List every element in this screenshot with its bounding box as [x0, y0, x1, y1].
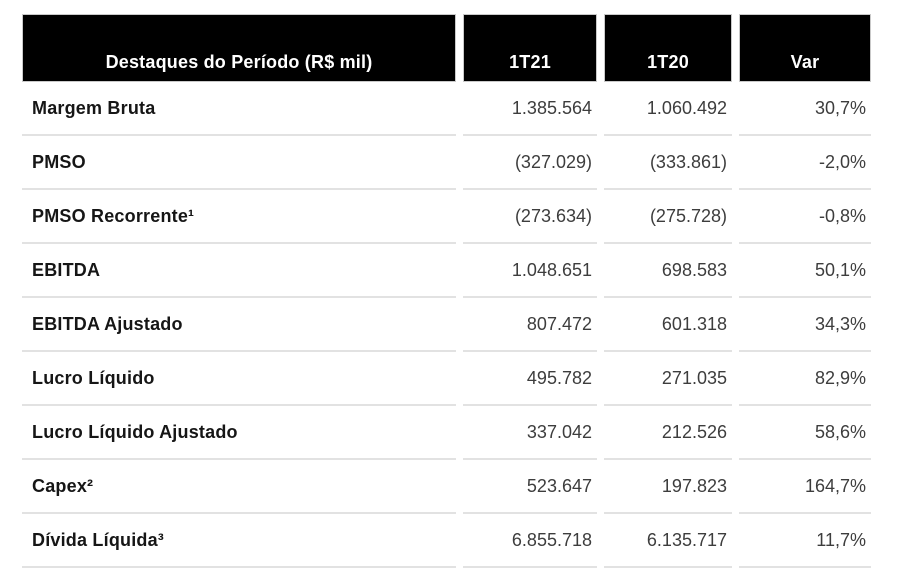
row-label: EBITDA: [22, 244, 456, 298]
table-row-ebitda-ajustado: EBITDA Ajustado 807.472 601.318 34,3%: [22, 298, 871, 352]
table-row-divida-liquida: Dívida Líquida³ 6.855.718 6.135.717 11,7…: [22, 514, 871, 568]
value-1t20: 6.135.717: [604, 514, 732, 568]
row-label: Margem Bruta: [22, 82, 456, 136]
value-var: 82,9%: [739, 352, 871, 406]
header-1t21: 1T21: [463, 14, 597, 82]
header-1t20: 1T20: [604, 14, 732, 82]
destaques-table: Destaques do Período (R$ mil) 1T21 1T20 …: [15, 14, 878, 568]
value-1t20: 197.823: [604, 460, 732, 514]
table-row-pmso: PMSO (327.029) (333.861) -2,0%: [22, 136, 871, 190]
row-label: PMSO Recorrente¹: [22, 190, 456, 244]
value-1t21: 1.385.564: [463, 82, 597, 136]
value-1t21: (327.029): [463, 136, 597, 190]
value-var: -2,0%: [739, 136, 871, 190]
header-row: Destaques do Período (R$ mil) 1T21 1T20 …: [22, 14, 871, 82]
row-label: PMSO: [22, 136, 456, 190]
value-1t21: 495.782: [463, 352, 597, 406]
value-1t20: (333.861): [604, 136, 732, 190]
table-row-ebitda: EBITDA 1.048.651 698.583 50,1%: [22, 244, 871, 298]
table-row-capex: Capex² 523.647 197.823 164,7%: [22, 460, 871, 514]
value-1t20: 698.583: [604, 244, 732, 298]
row-label: Dívida Líquida³: [22, 514, 456, 568]
value-var: -0,8%: [739, 190, 871, 244]
table-row-pmso-recorrente: PMSO Recorrente¹ (273.634) (275.728) -0,…: [22, 190, 871, 244]
table-row-lucro-liquido-ajustado: Lucro Líquido Ajustado 337.042 212.526 5…: [22, 406, 871, 460]
value-var: 50,1%: [739, 244, 871, 298]
header-title-cell: Destaques do Período (R$ mil): [22, 14, 456, 82]
table-body: Margem Bruta 1.385.564 1.060.492 30,7% P…: [22, 82, 871, 568]
value-1t20: 271.035: [604, 352, 732, 406]
value-1t20: 1.060.492: [604, 82, 732, 136]
row-label: Capex²: [22, 460, 456, 514]
value-1t20: 601.318: [604, 298, 732, 352]
row-label: EBITDA Ajustado: [22, 298, 456, 352]
value-var: 58,6%: [739, 406, 871, 460]
header-var: Var: [739, 14, 871, 82]
value-1t21: 6.855.718: [463, 514, 597, 568]
table-row-margem-bruta: Margem Bruta 1.385.564 1.060.492 30,7%: [22, 82, 871, 136]
value-1t20: (275.728): [604, 190, 732, 244]
value-1t20: 212.526: [604, 406, 732, 460]
table-row-lucro-liquido: Lucro Líquido 495.782 271.035 82,9%: [22, 352, 871, 406]
row-label: Lucro Líquido Ajustado: [22, 406, 456, 460]
value-var: 34,3%: [739, 298, 871, 352]
value-1t21: 523.647: [463, 460, 597, 514]
row-label: Lucro Líquido: [22, 352, 456, 406]
value-var: 30,7%: [739, 82, 871, 136]
value-1t21: 807.472: [463, 298, 597, 352]
value-1t21: 1.048.651: [463, 244, 597, 298]
value-var: 164,7%: [739, 460, 871, 514]
value-var: 11,7%: [739, 514, 871, 568]
value-1t21: 337.042: [463, 406, 597, 460]
value-1t21: (273.634): [463, 190, 597, 244]
